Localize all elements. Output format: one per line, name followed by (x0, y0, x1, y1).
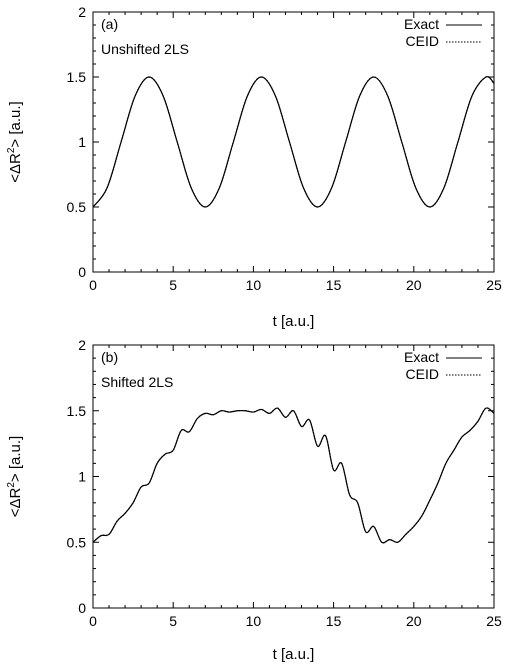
panel-b-ylabel-tail: > [a.u.] (7, 436, 24, 482)
panel-b-ytick-label: 2 (78, 337, 86, 353)
panel-a-legend-label-ceid: CEID (406, 33, 439, 49)
panel-a-ylabel: <ΔR2> [a.u.] (6, 101, 24, 182)
panel-b-xtick-label: 5 (169, 613, 177, 629)
panel-a-xtick-label: 5 (169, 277, 177, 293)
panel-b-series-ceid (93, 408, 494, 543)
panel-a-xlabel: t [a.u.] (273, 313, 315, 330)
panel-b-label: (b) (101, 349, 118, 365)
panel-a-series-exact (93, 77, 494, 207)
panel-a-label: (a) (101, 16, 118, 32)
panel-b-ytick-label: 0.5 (67, 534, 87, 550)
panel-a-xtick-label: 15 (326, 277, 342, 293)
panel-b-ytick-label: 1.5 (67, 403, 87, 419)
panel-a-xtick-label: 0 (89, 277, 97, 293)
panel-b-legend-label-exact: Exact (404, 349, 439, 365)
panel-b-ylabel-main: <ΔR (7, 487, 24, 517)
panel-a-xtick-label: 20 (406, 277, 422, 293)
panel-b-xtick-label: 0 (89, 613, 97, 629)
panel-b: 0 5 10 15 20 25 0 0.5 1 1.5 2 t [a.u.] <ΔR2> [a.u.] (… (6, 337, 502, 663)
panel-b-xtick-label: 10 (246, 613, 262, 629)
panel-b-legend-label-ceid: CEID (406, 366, 439, 382)
panel-a-ytick-label: 1.5 (67, 69, 87, 85)
panel-a: 0 5 10 15 20 25 0 0.5 1 1.5 2 t [a.u.] <ΔR2> [a.u.] (… (6, 4, 502, 330)
panel-b-xlabel: t [a.u.] (273, 646, 315, 663)
panel-a-series-ceid (93, 77, 494, 207)
panel-a-ylabel-tail: > [a.u.] (7, 101, 24, 147)
panel-a-ytick-label: 0 (78, 264, 86, 280)
panel-a-xtick-label: 25 (486, 277, 502, 293)
panel-a-xtick-label: 10 (246, 277, 262, 293)
panel-b-ytick-label: 1 (78, 469, 86, 485)
panel-b-annotation: Shifted 2LS (101, 374, 173, 390)
panel-b-ylabel: <ΔR2> [a.u.] (6, 436, 24, 517)
panel-a-ytick-label: 0.5 (67, 199, 87, 215)
panel-b-xtick-label: 15 (326, 613, 342, 629)
panel-b-ytick-label: 0 (78, 600, 86, 616)
panel-a-annotation: Unshifted 2LS (101, 41, 189, 57)
panel-a-legend-label-exact: Exact (404, 16, 439, 32)
panel-b-series-exact (93, 408, 494, 543)
panel-b-xtick-label: 25 (486, 613, 502, 629)
panel-a-ytick-label: 1 (78, 134, 86, 150)
panel-a-ytick-label: 2 (78, 4, 86, 20)
panel-b-xtick-label: 20 (406, 613, 422, 629)
panel-a-ylabel-main: <ΔR (7, 153, 24, 183)
